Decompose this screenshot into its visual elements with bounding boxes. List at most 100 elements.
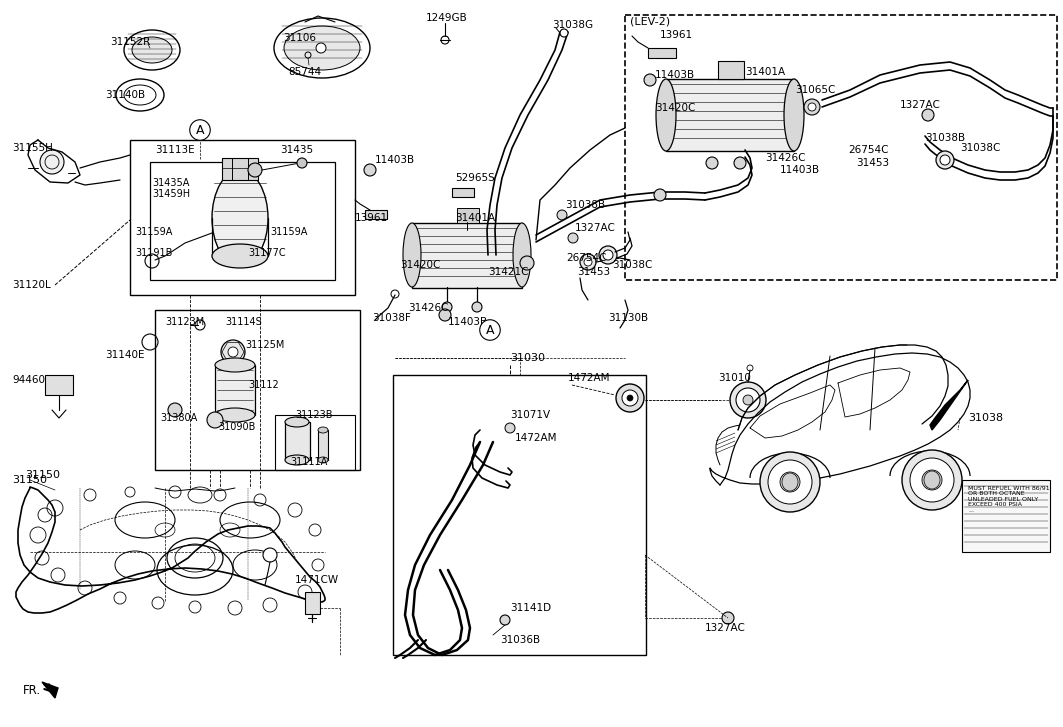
- Ellipse shape: [212, 170, 268, 266]
- Circle shape: [441, 36, 449, 44]
- Circle shape: [603, 250, 613, 260]
- Circle shape: [248, 163, 261, 177]
- Circle shape: [808, 103, 816, 111]
- Text: 31038G: 31038G: [552, 20, 593, 30]
- Circle shape: [584, 258, 592, 266]
- Text: 31177C: 31177C: [248, 248, 286, 258]
- Circle shape: [40, 150, 64, 174]
- Circle shape: [297, 158, 307, 168]
- Circle shape: [472, 302, 482, 312]
- Bar: [452, 188, 474, 197]
- Text: 31038B: 31038B: [566, 200, 605, 210]
- Text: 31123M: 31123M: [165, 317, 204, 327]
- Text: (LEV-2): (LEV-2): [630, 17, 670, 27]
- Circle shape: [207, 412, 223, 428]
- Text: 31038F: 31038F: [372, 313, 411, 323]
- Text: 1249GB: 1249GB: [426, 13, 468, 23]
- Ellipse shape: [284, 26, 360, 70]
- Text: 26754C: 26754C: [848, 145, 889, 155]
- Text: 31036B: 31036B: [500, 635, 540, 645]
- Bar: [648, 48, 676, 58]
- Circle shape: [910, 458, 954, 502]
- Circle shape: [760, 452, 820, 512]
- Circle shape: [316, 43, 326, 53]
- Circle shape: [568, 233, 578, 243]
- Text: 31106: 31106: [283, 33, 316, 43]
- Bar: [215, 365, 255, 415]
- Bar: [275, 415, 355, 470]
- Ellipse shape: [215, 358, 255, 372]
- Text: 31113E: 31113E: [155, 145, 195, 155]
- Circle shape: [940, 155, 950, 165]
- Bar: [457, 208, 479, 223]
- Bar: [305, 592, 320, 614]
- Text: 1472AM: 1472AM: [514, 433, 557, 443]
- Text: 31401A: 31401A: [745, 67, 786, 77]
- Circle shape: [442, 302, 452, 312]
- Ellipse shape: [513, 223, 532, 287]
- Circle shape: [227, 347, 238, 357]
- Ellipse shape: [656, 79, 676, 151]
- Bar: [412, 223, 522, 288]
- Text: FR.: FR.: [23, 683, 41, 696]
- Text: 31150: 31150: [12, 475, 47, 485]
- Polygon shape: [43, 682, 58, 698]
- Text: 31435A: 31435A: [152, 178, 189, 188]
- Circle shape: [644, 74, 656, 86]
- Text: 31125M: 31125M: [244, 340, 285, 350]
- Text: 31453: 31453: [856, 158, 889, 168]
- Ellipse shape: [318, 427, 328, 433]
- Circle shape: [557, 210, 567, 220]
- Text: 94460: 94460: [12, 375, 45, 385]
- Text: 31010: 31010: [718, 373, 750, 383]
- Text: 31159A: 31159A: [270, 227, 307, 237]
- Circle shape: [580, 254, 596, 270]
- Text: 26754C: 26754C: [566, 253, 607, 263]
- Circle shape: [439, 309, 451, 321]
- Circle shape: [767, 460, 812, 504]
- Bar: [285, 422, 310, 460]
- Text: 13961: 13961: [660, 30, 693, 40]
- Text: 31112: 31112: [248, 380, 279, 390]
- Text: 1327AC: 1327AC: [705, 623, 746, 633]
- Ellipse shape: [212, 244, 268, 268]
- Text: 1472AM: 1472AM: [568, 373, 610, 383]
- Circle shape: [622, 390, 638, 406]
- Circle shape: [500, 615, 510, 625]
- Circle shape: [505, 423, 514, 433]
- Circle shape: [560, 29, 568, 37]
- Text: 31435: 31435: [280, 145, 314, 155]
- Text: 85744: 85744: [288, 67, 321, 77]
- Circle shape: [364, 164, 376, 176]
- Ellipse shape: [403, 223, 421, 287]
- Ellipse shape: [215, 408, 255, 422]
- Text: 31421C: 31421C: [488, 267, 528, 277]
- Text: A: A: [486, 324, 494, 337]
- Circle shape: [195, 320, 205, 330]
- Text: 31459H: 31459H: [152, 189, 190, 199]
- Text: 31401A: 31401A: [455, 213, 495, 223]
- Ellipse shape: [784, 79, 804, 151]
- Text: 11403B: 11403B: [375, 155, 416, 165]
- Text: 31155H: 31155H: [12, 143, 53, 153]
- Circle shape: [615, 384, 644, 412]
- Text: 31380A: 31380A: [161, 413, 198, 423]
- Circle shape: [743, 395, 753, 405]
- Text: 31420C: 31420C: [655, 103, 695, 113]
- Circle shape: [706, 157, 718, 169]
- Text: 31038: 31038: [968, 413, 1003, 423]
- Text: 31426C: 31426C: [408, 303, 449, 313]
- Text: 31453: 31453: [577, 267, 610, 277]
- Ellipse shape: [124, 30, 180, 70]
- Bar: [222, 158, 258, 180]
- Text: 11403B: 11403B: [780, 165, 821, 175]
- Text: A: A: [196, 124, 204, 137]
- Ellipse shape: [116, 79, 164, 111]
- Text: MUST REFUEL WITH 86/91
OR BOTH OCTANE
UNLEADED FUEL ONLY
EXCEED 400 PSIA
...: MUST REFUEL WITH 86/91 OR BOTH OCTANE UN…: [968, 485, 1049, 513]
- Text: 1327AC: 1327AC: [575, 223, 615, 233]
- Ellipse shape: [285, 455, 309, 465]
- Bar: [318, 430, 328, 460]
- Text: 31114S: 31114S: [225, 317, 261, 327]
- Text: 31090B: 31090B: [218, 422, 255, 432]
- Text: 31071V: 31071V: [510, 410, 551, 420]
